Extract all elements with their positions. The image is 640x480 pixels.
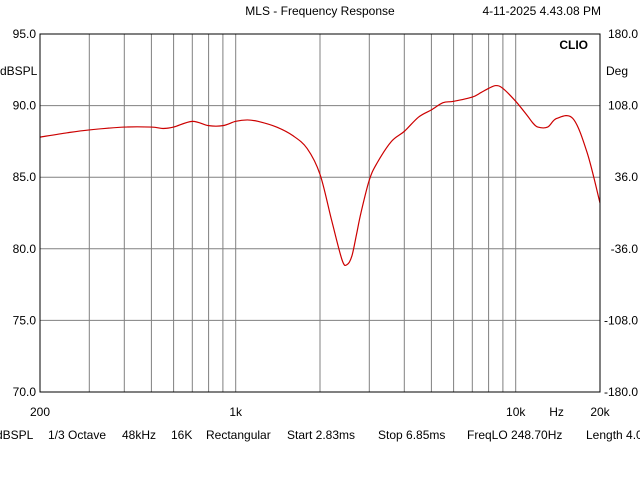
horizontal-gridlines xyxy=(40,105,600,321)
y2-tick-label: 180.0 xyxy=(608,27,638,41)
x-tick-label: 20k xyxy=(590,405,610,419)
y2-tick-label: 108.0 xyxy=(608,99,638,113)
y2-tick-label: 36.0 xyxy=(615,170,639,184)
right-axis-unit: Deg xyxy=(606,64,628,78)
x-tick-label: 10k xyxy=(506,405,526,419)
footer-sample-rate: 48kHz xyxy=(122,428,156,442)
y-tick-label: 75.0 xyxy=(13,313,37,327)
footer-smoothing: 1/3 Octave xyxy=(48,428,106,442)
left-axis-unit: dBSPL xyxy=(0,64,38,78)
footer-stop: Stop 6.85ms xyxy=(378,428,445,442)
footer-length: Length 4.02ms xyxy=(586,428,640,442)
y-tick-label: 70.0 xyxy=(13,385,37,399)
y2-tick-label: -180.0 xyxy=(604,385,638,399)
y2-tick-label: -36.0 xyxy=(611,242,639,256)
vertical-gridlines xyxy=(88,34,517,392)
y-tick-label: 95.0 xyxy=(13,27,37,41)
plot-frame xyxy=(39,33,601,393)
footer-freq-lo: FreqLO 248.70Hz xyxy=(467,428,562,442)
x-tick-label: Hz xyxy=(549,405,564,419)
footer-fft-size: 16K xyxy=(171,428,192,442)
chart-title: MLS - Frequency Response xyxy=(245,4,395,18)
series-layer xyxy=(39,84,601,267)
y2-tick-label: -108.0 xyxy=(604,313,638,327)
x-axis-tick-labels: 200 1k 10k Hz 20k xyxy=(30,405,611,419)
y-tick-label: 90.0 xyxy=(13,99,37,113)
y-tick-label: 80.0 xyxy=(13,242,37,256)
footer-start: Start 2.83ms xyxy=(287,428,355,442)
clio-brand-label: CLIO xyxy=(559,38,588,52)
timestamp: 4-11-2025 4.43.08 PM xyxy=(482,4,601,18)
x-tick-label: 1k xyxy=(229,405,243,419)
spl-response-line xyxy=(39,84,601,267)
y-tick-label: 85.0 xyxy=(13,170,37,184)
x-tick-label: 200 xyxy=(30,405,50,419)
left-axis-tick-labels: 95.0 90.0 85.0 80.0 75.0 70.0 xyxy=(13,27,37,399)
footer-unit: dBSPL xyxy=(0,428,34,442)
footer-window: Rectangular xyxy=(206,428,271,442)
right-axis-tick-labels: 180.0 108.0 36.0 -36.0 -108.0 -180.0 xyxy=(604,27,638,399)
